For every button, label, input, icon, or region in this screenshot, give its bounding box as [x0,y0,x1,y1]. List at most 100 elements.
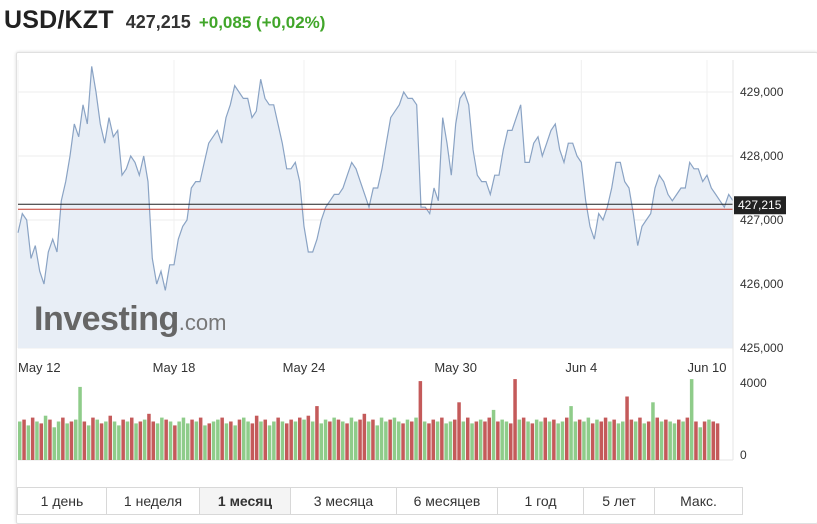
volume-tick-label: 4000 [740,376,767,390]
investing-logo: Investing .com [34,300,226,340]
timeframe-tab[interactable]: 3 месяца [291,488,397,514]
volume-bar [203,425,207,460]
volume-bar [539,421,543,460]
volume-bar [211,421,216,460]
volume-bar [651,402,655,461]
volume-bar [35,421,39,460]
volume-bar [534,419,539,460]
price-area [18,66,733,349]
timeframe-tab[interactable]: 1 день [18,488,107,514]
volume-bar [629,419,634,460]
volume-bar [375,425,380,460]
volume-bar [616,423,621,460]
volume-bar [358,419,362,460]
volume-bar [552,419,556,460]
volume-bar [194,421,199,460]
price-change: +0,085 (+0,02%) [198,13,326,32]
volume-bar [582,421,586,460]
volume-bar [104,421,108,460]
volume-bar [371,419,375,460]
volume-bar [341,421,345,460]
x-tick-label: Jun 4 [565,360,597,375]
volume-bar [543,417,548,460]
volume-bar [121,419,125,460]
volume-bar [431,419,436,460]
current-price-value: 427,215 [738,198,782,212]
volume-bar [453,419,457,460]
volume-bar [276,417,280,460]
volume-bar [52,427,57,460]
volume-bar [474,421,479,460]
volume-bar [164,419,168,460]
timeframe-tab[interactable]: 5 лет [584,488,655,514]
volume-bar [655,417,660,460]
volume-bar [603,417,608,460]
y-tick-label: 425,000 [740,341,784,355]
volume-bar [466,417,470,460]
timeframe-tab[interactable]: 1 год [498,488,584,514]
volume-bar [556,423,560,460]
volume-bar [672,423,677,460]
y-tick-label: 429,000 [740,85,784,99]
volume-bar [198,417,203,460]
volume-bar [621,421,625,460]
volume-bar [366,421,371,460]
timeframe-tab[interactable]: 1 неделя [107,488,200,514]
volume-bar [354,421,358,460]
volume-bar [190,419,194,460]
volume-bar [517,419,522,460]
timeframe-tab[interactable]: Макс. [655,488,742,514]
volume-bar [186,423,190,460]
volume-bar [565,417,569,460]
volume-bar [30,417,35,460]
volume-bar [242,417,246,460]
volume-bar [91,417,95,460]
volume-tick-label: 0 [740,448,747,462]
volume-bar [664,419,668,460]
current-price-badge [734,196,786,215]
volume-bar [457,402,461,461]
volume-bar [319,423,324,460]
volume-bar [173,425,177,460]
x-tick-label: May 18 [153,360,196,375]
volume-bar [681,421,685,460]
volume-bar [491,409,496,460]
x-tick-label: Jun 10 [687,360,726,375]
volume-bar [43,415,48,460]
volume-bar [659,421,664,460]
volume-bar [293,421,298,460]
last-price: 427,215 [125,12,191,32]
volume-bar [48,419,52,460]
volume-bar [440,417,444,460]
volume-bar [69,421,74,460]
volume-bar [435,421,440,460]
volume-bar [560,421,565,460]
volume-bar [487,417,492,460]
volume-bar [177,421,181,460]
y-tick-label: 427,000 [740,213,784,227]
volume-bar [267,425,272,460]
volume-bar [599,421,604,460]
volume-bar [168,421,173,460]
volume-bar [612,419,616,460]
volume-bar [577,419,582,460]
volume-bar [99,423,104,460]
volume-bar [715,423,720,460]
volume-bar [685,417,690,460]
volume-bar [289,419,293,460]
volume-bar [590,423,595,460]
volume-bar [112,421,117,460]
volume-bar [418,381,423,460]
volume-bar [422,421,427,460]
timeframe-tab[interactable]: 6 месяцев [397,488,498,514]
timeframe-tab[interactable]: 1 месяц [200,488,291,514]
volume-bar [315,406,319,460]
volume-bar [22,419,26,460]
volume-bar [138,421,143,460]
volume-bar [26,425,31,460]
x-tick-label: May 30 [434,360,477,375]
volume-bar [642,423,647,460]
volume-bar [414,417,418,460]
volume-bar [328,421,332,460]
